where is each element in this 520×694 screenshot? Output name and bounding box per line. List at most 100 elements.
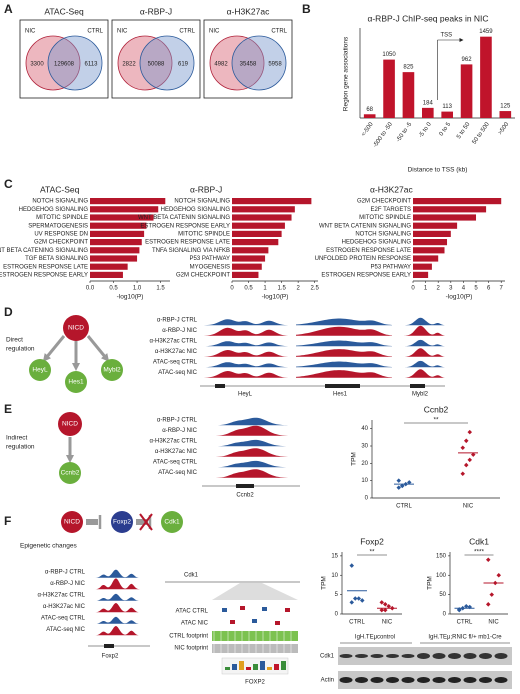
track-label: α-RBP-J NIC [162, 328, 197, 334]
signal-track [396, 339, 445, 347]
venn-circle [117, 35, 173, 91]
panel-caption: Direct [6, 337, 23, 344]
venn-circle [209, 35, 265, 91]
band [417, 677, 430, 683]
node-label: NICD [64, 519, 80, 526]
category-label: ESTROGEN RESPONSE LATE [3, 264, 88, 270]
x-tick-label: 4 [462, 286, 466, 292]
bar [383, 59, 395, 118]
signal-track [88, 569, 150, 578]
y-tick-label: 10 [331, 573, 338, 579]
row-label: ATAC NIC [181, 621, 209, 627]
signal-track [88, 616, 150, 624]
atac-mark [252, 619, 257, 623]
gene-label: HeyL [238, 392, 253, 398]
venn-circle [231, 35, 287, 91]
dot [489, 592, 495, 597]
venn-set-name: NIC [209, 29, 220, 35]
band [448, 653, 461, 659]
x-tick-label: 1.5 [156, 286, 165, 292]
track-label: α-RBP-J CTRL [45, 570, 86, 576]
x-tick-label: >500 [498, 121, 511, 136]
bar-count: 125 [500, 104, 511, 110]
gene-label: Ccnb2 [236, 493, 254, 499]
motif-letter [281, 661, 286, 670]
track-label: α-H3K27ac CTRL [150, 439, 198, 445]
dot [460, 445, 466, 450]
bar [499, 111, 512, 118]
dot [463, 603, 469, 609]
signal-track [200, 350, 292, 357]
band [494, 653, 508, 659]
signal-track [202, 469, 300, 478]
motif-letter [253, 664, 258, 670]
y-tick-label: 40 [361, 426, 368, 432]
atac-mark [285, 608, 290, 612]
signal-track [200, 362, 292, 368]
x-tick-label: NIC [488, 620, 499, 626]
x-axis-label: -log10(P) [262, 294, 289, 301]
bar [90, 230, 145, 237]
gene-label: Mybl2 [412, 392, 429, 398]
x-axis-label: -log10(P) [117, 294, 144, 301]
band [479, 677, 492, 683]
venn-title: α-RBP-J [140, 6, 172, 16]
atac-mark [230, 620, 235, 624]
signal-track [202, 417, 300, 426]
track-label: ATAC-seq CTRL [153, 460, 198, 466]
node-label: NICD [62, 421, 78, 428]
y-tick-label: 0 [365, 496, 369, 502]
dot [352, 596, 358, 601]
bar [90, 214, 154, 221]
band [494, 677, 508, 683]
chart-title: α-H3K27ac [370, 184, 413, 194]
node [59, 462, 81, 484]
node-label: HeyL [32, 367, 48, 374]
bar [90, 255, 138, 262]
chart-title: ATAC-Seq [40, 184, 80, 194]
panel-caption: regulation [6, 346, 35, 353]
bar [413, 247, 445, 254]
x-tick-label: 50 to 500 [472, 121, 492, 145]
signal-track [88, 578, 150, 590]
x-tick-label: 5 to 50 [456, 121, 472, 140]
signal-track [202, 460, 300, 468]
venn-count: 6113 [85, 62, 99, 68]
arrow [86, 335, 108, 359]
bar [480, 36, 492, 118]
bar-count: 68 [366, 107, 373, 113]
venn-set-name: NIC [25, 29, 36, 35]
dot [463, 438, 469, 444]
y-tick-label: 20 [361, 461, 368, 467]
x-tick-label: 0 [411, 286, 415, 292]
band [448, 677, 461, 683]
bar [413, 214, 477, 221]
bar [402, 72, 415, 118]
bar [413, 271, 429, 278]
category-label: P53 PATHWAY [190, 256, 230, 262]
y-tick-label: 10 [361, 478, 368, 484]
nic-footprint [212, 644, 298, 653]
node [65, 371, 87, 393]
track-label: ATAC-seq CTRL [153, 360, 198, 366]
signal-track [200, 371, 292, 378]
dot [379, 600, 385, 605]
category-label: SPERMATOGENESIS [28, 223, 88, 229]
arrowhead [42, 353, 51, 362]
category-label: MITOTIC SPINDLE [178, 231, 230, 237]
bar [232, 247, 269, 254]
signal-track [88, 593, 150, 601]
blot-label: Cdk1 [320, 654, 335, 660]
x-tick-label: 1.0 [133, 286, 142, 292]
venn-circle [25, 35, 81, 91]
band [339, 654, 353, 658]
y-tick-label: 15 [331, 553, 338, 559]
panel-caption: Epigenetic changes [20, 543, 77, 550]
venn-frame [19, 19, 109, 99]
track-label: α-H3K27ac NIC [155, 349, 198, 355]
track-label: α-RBP-J NIC [162, 428, 197, 434]
bar [413, 239, 448, 246]
y-axis-label: TPM [427, 576, 434, 590]
y-axis-label: Region gene associations [343, 36, 350, 111]
venn-count: 5958 [268, 62, 282, 68]
